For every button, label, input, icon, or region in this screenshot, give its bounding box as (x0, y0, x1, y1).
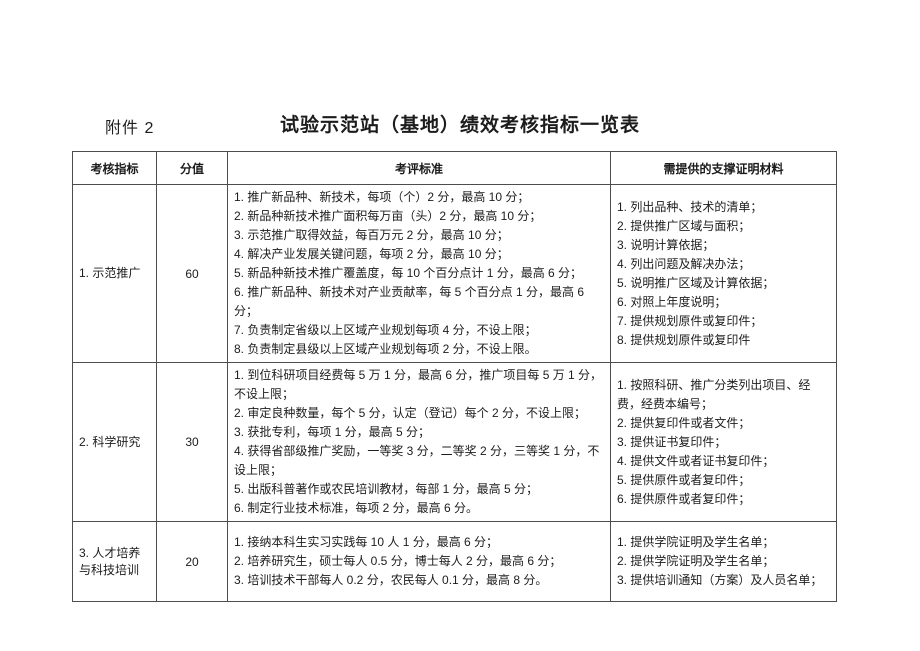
criteria-line: 8. 负责制定县级以上区域产业规划每项 2 分，不设上限。 (234, 342, 537, 356)
materials-line: 3. 说明计算依据； (617, 237, 715, 252)
criteria-line: 3. 获批专利，每项 1 分，最高 5 分； (234, 425, 431, 439)
score-cell: 30 (156, 362, 228, 522)
criteria-line: 1. 到位科研项目经费每 5 万 1 分，最高 6 分，推广项目每 5 万 1 … (234, 368, 603, 401)
indicator-cell: 2. 科学研究 (72, 362, 157, 522)
materials-line: 3. 提供培训通知（方案）及人员名单； (617, 573, 823, 587)
materials-line: 4. 提供文件或者证书复印件； (617, 453, 775, 468)
indicator-cell: 3. 人才培养与科技培训 (72, 521, 157, 602)
materials-cell: 1. 列出品种、技术的清单； 2. 提供推广区域与面积； 3. 说明计算依据； … (610, 184, 837, 363)
materials-line: 4. 列出问题及解决办法； (617, 256, 751, 271)
materials-line: 2. 提供推广区域与面积； (617, 218, 751, 233)
criteria-line: 5. 出版科普著作或农民培训教材，每部 1 分，最高 5 分； (234, 482, 539, 496)
col-header-materials: 需提供的支撑证明材料 (610, 151, 837, 185)
table-row: 2. 科学研究 30 1. 到位科研项目经费每 5 万 1 分，最高 6 分，推… (72, 362, 837, 522)
criteria-line: 1. 接纳本科生实习实践每 10 人 1 分，最高 6 分； (234, 535, 499, 549)
criteria-line: 1. 推广新品种、新技术，每项（个）2 分，最高 10 分； (234, 190, 530, 204)
criteria-line: 2. 新品种新技术推广面积每万亩（头）2 分，最高 10 分； (234, 209, 542, 223)
document-header: 附件 2 试验示范站（基地）绩效考核指标一览表 (0, 110, 920, 140)
indicator-cell: 1. 示范推广 (72, 184, 157, 363)
criteria-line: 3. 示范推广取得效益，每百万元 2 分，最高 10 分； (234, 228, 509, 242)
criteria-cell: 1. 到位科研项目经费每 5 万 1 分，最高 6 分，推广项目每 5 万 1 … (227, 362, 611, 522)
materials-line: 5. 说明推广区域及计算依据； (617, 275, 775, 290)
criteria-cell: 1. 接纳本科生实习实践每 10 人 1 分，最高 6 分； 2. 培养研究生，… (227, 521, 611, 602)
col-header-score: 分值 (156, 151, 228, 185)
col-header-criteria: 考评标准 (227, 151, 611, 185)
criteria-line: 3. 培训技术干部每人 0.2 分，农民每人 0.1 分，最高 8 分。 (234, 573, 548, 587)
materials-line: 6. 对照上年度说明； (617, 294, 727, 309)
materials-line: 1. 按照科研、推广分类列出项目、经费，经费本编号； (617, 377, 811, 411)
criteria-line: 6. 推广新品种、新技术对产业贡献率，每 5 个百分点 1 分，最高 6 分； (234, 285, 585, 318)
table-row: 1. 示范推广 60 1. 推广新品种、新技术，每项（个）2 分，最高 10 分… (72, 184, 837, 363)
criteria-cell: 1. 推广新品种、新技术，每项（个）2 分，最高 10 分； 2. 新品种新技术… (227, 184, 611, 363)
materials-line: 5. 提供原件或者复印件； (617, 472, 751, 487)
materials-line: 2. 提供学院证明及学生名单； (617, 554, 775, 568)
criteria-line: 7. 负责制定省级以上区域产业规划每项 4 分，不设上限； (234, 323, 537, 337)
criteria-line: 4. 获得省部级推广奖励，一等奖 3 分，二等奖 2 分，三等奖 1 分，不设上… (234, 444, 600, 477)
table-row: 3. 人才培养与科技培训 20 1. 接纳本科生实习实践每 10 人 1 分，最… (72, 521, 837, 602)
materials-line: 1. 提供学院证明及学生名单； (617, 535, 775, 549)
materials-cell: 1. 提供学院证明及学生名单； 2. 提供学院证明及学生名单； 3. 提供培训通… (610, 521, 837, 602)
table-header-row: 考核指标 分值 考评标准 需提供的支撑证明材料 (72, 151, 837, 185)
page-title: 试验示范站（基地）绩效考核指标一览表 (279, 115, 640, 136)
criteria-line: 2. 培养研究生，硕士每人 0.5 分，博士每人 2 分，最高 6 分； (234, 554, 562, 568)
score-cell: 60 (156, 184, 228, 363)
criteria-line: 4. 解决产业发展关键问题，每项 2 分，最高 10 分； (234, 247, 509, 261)
materials-line: 1. 列出品种、技术的清单； (617, 199, 763, 214)
attachment-label: 附件 2 (105, 120, 155, 137)
materials-cell: 1. 按照科研、推广分类列出项目、经费，经费本编号； 2. 提供复印件或者文件；… (610, 362, 837, 522)
score-cell: 20 (156, 521, 228, 602)
materials-line: 3. 提供证书复印件； (617, 434, 727, 449)
materials-line: 6. 提供原件或者复印件； (617, 491, 751, 506)
col-header-indicator: 考核指标 (72, 151, 157, 185)
criteria-line: 6. 制定行业技术标准，每项 2 分，最高 6 分。 (234, 501, 479, 515)
criteria-line: 2. 审定良种数量，每个 5 分，认定（登记）每个 2 分，不设上限； (234, 406, 587, 420)
kpi-table: 考核指标 分值 考评标准 需提供的支撑证明材料 1. 示范推广 60 1. 推广… (72, 151, 837, 602)
materials-line: 2. 提供复印件或者文件； (617, 415, 751, 430)
materials-line: 7. 提供规划原件或复印件； (617, 313, 763, 328)
materials-line: 8. 提供规划原件或复印件 (617, 332, 751, 347)
criteria-line: 5. 新品种新技术推广覆盖度，每 10 个百分点计 1 分，最高 6 分； (234, 266, 583, 280)
